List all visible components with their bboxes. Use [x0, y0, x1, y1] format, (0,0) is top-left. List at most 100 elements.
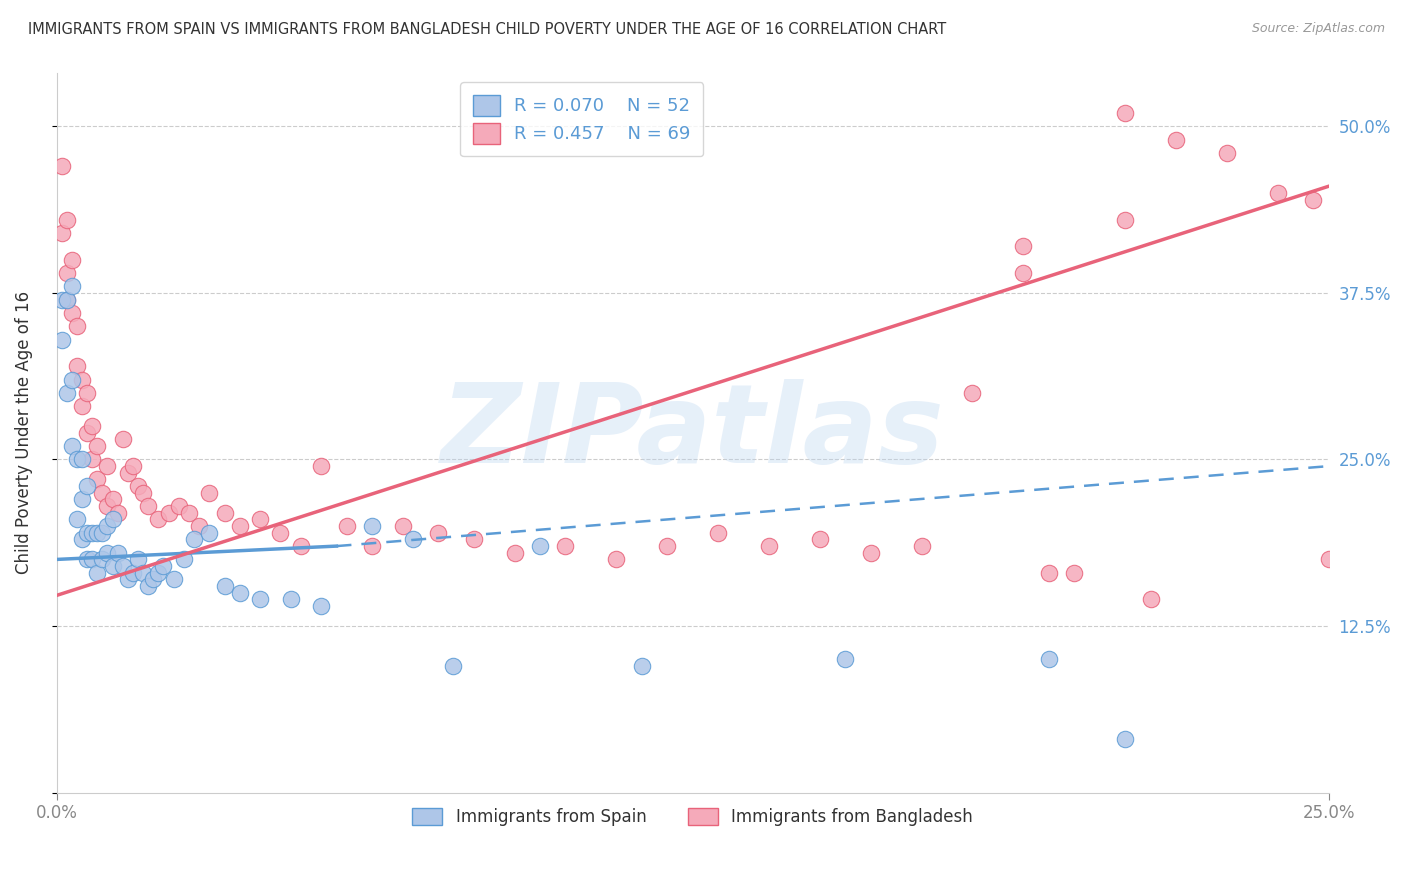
Point: [70, 372, 93, 386]
Point: [107, 546, 129, 560]
Text: IMMIGRANTS FROM SPAIN VS IMMIGRANTS FROM BANGLADESH CHILD POVERTY UNDER THE AGE : IMMIGRANTS FROM SPAIN VS IMMIGRANTS FROM…: [28, 22, 946, 37]
Point: [1012, 266, 1035, 280]
Point: [96, 546, 118, 560]
Point: [152, 559, 174, 574]
Point: [1317, 552, 1340, 566]
Point: [51, 333, 73, 347]
Point: [758, 539, 780, 553]
Point: [56, 212, 79, 227]
Point: [76, 385, 98, 400]
Point: [127, 552, 149, 566]
Point: [269, 525, 291, 540]
Point: [60, 439, 83, 453]
Point: [117, 466, 139, 480]
Point: [101, 559, 124, 574]
Point: [101, 512, 124, 526]
Point: [76, 425, 98, 440]
Point: [51, 226, 73, 240]
Point: [605, 552, 627, 566]
Point: [76, 552, 98, 566]
Point: [554, 539, 576, 553]
Point: [132, 485, 155, 500]
Point: [162, 573, 184, 587]
Point: [86, 566, 108, 580]
Point: [157, 506, 180, 520]
Point: [834, 652, 856, 666]
Point: [214, 579, 236, 593]
Point: [1343, 566, 1365, 580]
Point: [1139, 592, 1161, 607]
Point: [1216, 145, 1239, 160]
Point: [503, 546, 526, 560]
Point: [427, 525, 450, 540]
Point: [1164, 133, 1187, 147]
Point: [1327, 120, 1350, 134]
Point: [198, 485, 221, 500]
Point: [1302, 193, 1324, 207]
Point: [51, 293, 73, 307]
Point: [336, 519, 359, 533]
Point: [1267, 186, 1289, 200]
Point: [167, 499, 190, 513]
Point: [122, 459, 145, 474]
Point: [60, 252, 83, 267]
Point: [70, 399, 93, 413]
Point: [808, 533, 831, 547]
Point: [136, 579, 159, 593]
Point: [132, 566, 155, 580]
Point: [70, 533, 93, 547]
Point: [463, 533, 485, 547]
Point: [66, 512, 89, 526]
Point: [859, 546, 882, 560]
Point: [173, 552, 195, 566]
Point: [183, 533, 205, 547]
Point: [82, 552, 104, 566]
Point: [443, 659, 465, 673]
Y-axis label: Child Poverty Under the Age of 16: Child Poverty Under the Age of 16: [15, 292, 32, 574]
Point: [107, 506, 129, 520]
Point: [70, 452, 93, 467]
Point: [962, 385, 984, 400]
Point: [1114, 106, 1136, 120]
Point: [1114, 212, 1136, 227]
Point: [529, 539, 551, 553]
Point: [56, 293, 79, 307]
Point: [66, 359, 89, 374]
Point: [1038, 652, 1060, 666]
Point: [82, 419, 104, 434]
Point: [127, 479, 149, 493]
Point: [188, 519, 211, 533]
Point: [96, 459, 118, 474]
Point: [86, 525, 108, 540]
Point: [56, 385, 79, 400]
Point: [96, 519, 118, 533]
Point: [177, 506, 200, 520]
Point: [136, 499, 159, 513]
Point: [1114, 732, 1136, 747]
Point: [96, 499, 118, 513]
Point: [148, 512, 170, 526]
Point: [229, 586, 252, 600]
Point: [402, 533, 425, 547]
Point: [290, 539, 312, 553]
Point: [1063, 566, 1085, 580]
Point: [111, 559, 134, 574]
Text: ZIPatlas: ZIPatlas: [440, 379, 945, 486]
Point: [82, 452, 104, 467]
Point: [101, 492, 124, 507]
Point: [198, 525, 221, 540]
Point: [249, 512, 271, 526]
Point: [309, 599, 332, 613]
Point: [91, 485, 114, 500]
Point: [76, 525, 98, 540]
Text: Source: ZipAtlas.com: Source: ZipAtlas.com: [1251, 22, 1385, 36]
Point: [86, 439, 108, 453]
Point: [56, 293, 79, 307]
Point: [51, 159, 73, 173]
Point: [70, 492, 93, 507]
Point: [630, 659, 652, 673]
Legend: Immigrants from Spain, Immigrants from Bangladesh: Immigrants from Spain, Immigrants from B…: [404, 800, 981, 835]
Point: [91, 552, 114, 566]
Point: [1038, 566, 1060, 580]
Point: [1012, 239, 1035, 253]
